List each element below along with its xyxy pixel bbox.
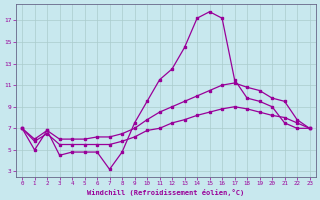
X-axis label: Windchill (Refroidissement éolien,°C): Windchill (Refroidissement éolien,°C): [87, 189, 244, 196]
